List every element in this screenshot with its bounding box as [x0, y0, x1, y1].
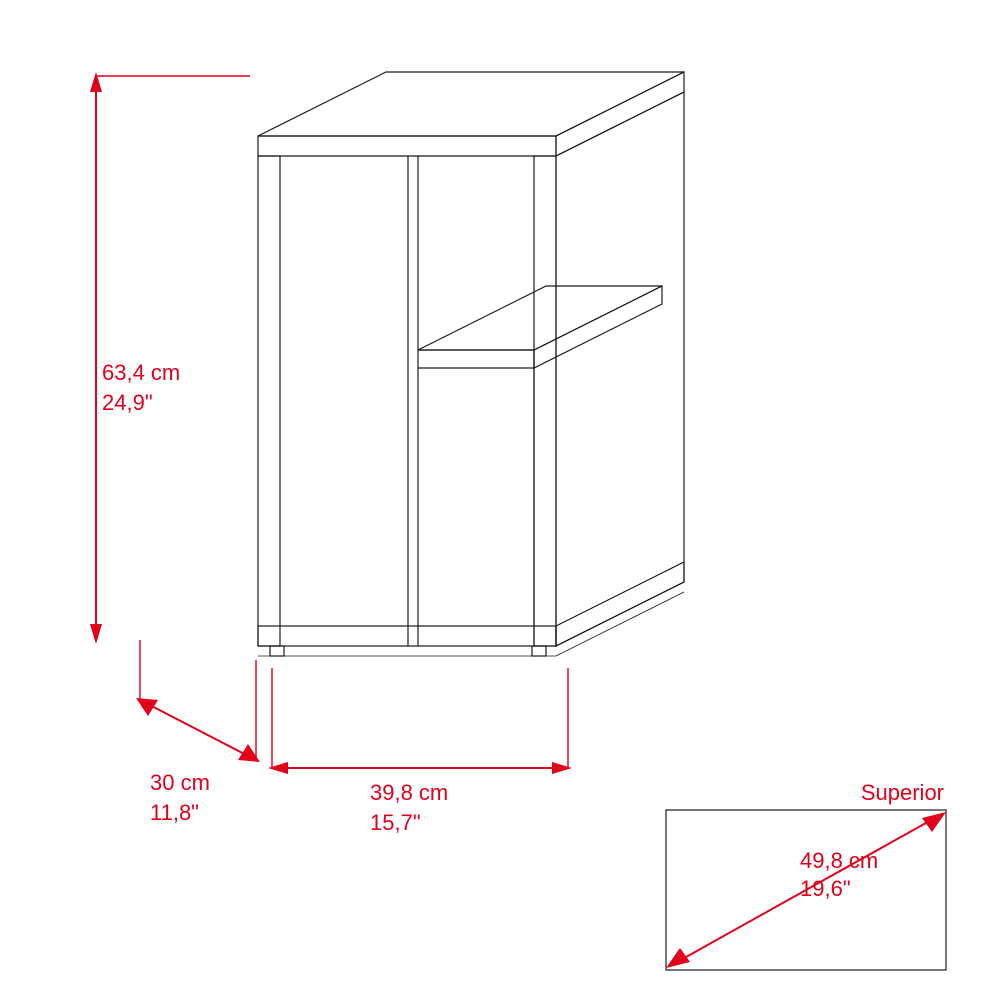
- top-front-edge: [258, 136, 556, 156]
- dim-width-in: 15,7": [370, 810, 421, 835]
- dim-height: 63,4 cm 24,9": [90, 72, 250, 644]
- base-iso-line: [556, 592, 684, 656]
- superior-in: 19,6": [800, 876, 851, 901]
- foot-left: [270, 646, 284, 656]
- bottom-front: [258, 626, 556, 646]
- left-side-front: [258, 156, 280, 646]
- dim-width-cm: 39,8 cm: [370, 780, 448, 805]
- shelf-right: [534, 286, 662, 368]
- right-side-iso: [556, 92, 684, 646]
- dim-height-in: 24,9": [102, 390, 153, 415]
- shelf-top: [418, 286, 662, 350]
- dim-depth-in: 11,8": [150, 800, 199, 825]
- dim-depth-cm: 30 cm: [150, 770, 210, 795]
- dimension-diagram: 63,4 cm 24,9" 30 cm 11,8" 39,8 cm 15,7" …: [0, 0, 1000, 1000]
- foot-right-front: [532, 646, 546, 656]
- dim-height-cm: 63,4 cm: [102, 360, 180, 385]
- superior-panel: Superior 49,8 cm 19,6": [666, 780, 946, 970]
- bottom-right-iso: [556, 562, 684, 646]
- dim-width: 39,8 cm 15,7": [268, 668, 572, 835]
- top-right-edge: [556, 72, 684, 156]
- right-side-front: [534, 156, 556, 646]
- dim-depth: 30 cm 11,8": [136, 640, 260, 825]
- shelf-front: [418, 350, 534, 368]
- superior-cm: 49,8 cm: [800, 848, 878, 873]
- superior-label: Superior: [861, 780, 944, 805]
- furniture-drawing: [258, 72, 684, 656]
